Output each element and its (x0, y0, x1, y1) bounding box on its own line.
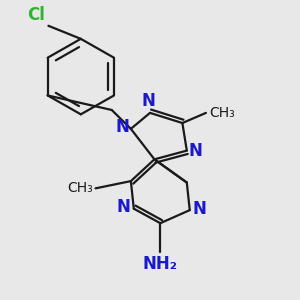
Text: N: N (193, 200, 207, 218)
Text: N: N (188, 142, 202, 160)
Text: NH₂: NH₂ (143, 255, 178, 273)
Text: CH₃: CH₃ (67, 182, 93, 195)
Text: N: N (117, 198, 131, 216)
Text: N: N (142, 92, 155, 110)
Text: Cl: Cl (28, 6, 46, 24)
Text: N: N (116, 118, 129, 136)
Text: CH₃: CH₃ (209, 106, 235, 120)
